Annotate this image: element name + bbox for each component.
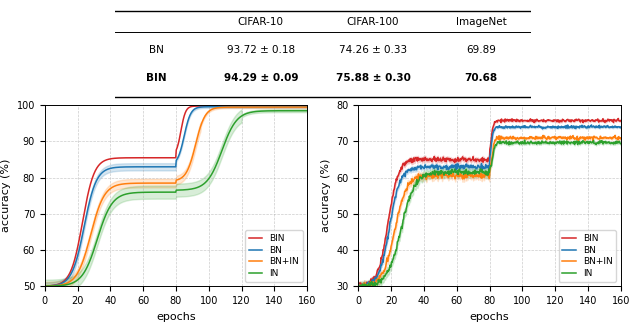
BN+IN (197, 123, 205, 127)
IN (361, 286, 369, 290)
BIN (197, 104, 205, 108)
Text: 69.89: 69.89 (467, 45, 496, 55)
BIN (614, 116, 622, 120)
BN+IN (480, 175, 488, 179)
BN (256, 105, 264, 109)
Legend: BIN, BN, BN+IN, IN: BIN, BN, BN+IN, IN (245, 230, 303, 282)
IN (511, 141, 519, 145)
X-axis label: epochs: epochs (470, 312, 509, 321)
BIN (41, 284, 49, 288)
BN (183, 123, 191, 127)
BN+IN (511, 136, 519, 140)
BN+IN (612, 136, 620, 140)
Text: 93.72 ± 0.18: 93.72 ± 0.18 (227, 45, 295, 55)
BN (358, 286, 365, 290)
IN (41, 284, 49, 288)
IN (303, 109, 311, 113)
BN (481, 166, 489, 170)
BIN (260, 104, 268, 108)
BIN (183, 108, 191, 112)
IN (256, 109, 264, 113)
IN (497, 141, 505, 145)
BIN (303, 104, 311, 108)
Text: 70.68: 70.68 (465, 73, 498, 84)
BN (303, 105, 311, 109)
Text: BN: BN (149, 45, 164, 55)
BIN (166, 156, 173, 160)
Text: CIFAR-100: CIFAR-100 (347, 17, 399, 27)
BIN (256, 104, 264, 108)
IN (197, 184, 205, 188)
BIN (497, 120, 505, 124)
BN+IN (611, 134, 619, 138)
X-axis label: epochs: epochs (156, 312, 196, 321)
BN+IN (167, 181, 175, 185)
Legend: BIN, BN, BN+IN, IN: BIN, BN, BN+IN, IN (559, 230, 616, 282)
BN+IN (617, 136, 625, 140)
Line: IN: IN (45, 111, 307, 286)
IN (612, 140, 620, 144)
BN (355, 284, 362, 288)
BIN (167, 156, 175, 160)
BN+IN (497, 135, 505, 139)
BN (480, 165, 488, 169)
BN+IN (166, 181, 173, 185)
IN (571, 142, 579, 146)
BN (41, 284, 49, 288)
IN (167, 190, 175, 194)
IN (355, 284, 362, 288)
BN+IN (481, 174, 489, 178)
Y-axis label: accuracy (%): accuracy (%) (321, 159, 331, 233)
BN+IN (355, 283, 362, 287)
BN (166, 165, 173, 169)
BIN (570, 119, 578, 123)
BN (612, 125, 620, 129)
BN+IN (183, 170, 191, 174)
Text: CIFAR-10: CIFAR-10 (238, 17, 284, 27)
IN (617, 142, 625, 146)
BN (197, 105, 205, 109)
Text: 94.29 ± 0.09: 94.29 ± 0.09 (223, 73, 298, 84)
BN (617, 125, 625, 129)
Line: IN: IN (358, 140, 621, 288)
BIN (481, 158, 489, 162)
Line: BN+IN: BN+IN (358, 136, 621, 289)
BIN (357, 285, 365, 289)
BN (298, 105, 305, 109)
IN (480, 170, 488, 174)
Line: BIN: BIN (45, 106, 307, 286)
BN+IN (256, 105, 264, 109)
IN (481, 171, 489, 175)
BN (588, 123, 595, 127)
BN+IN (297, 105, 305, 109)
BN+IN (303, 105, 311, 109)
IN (183, 188, 191, 191)
Text: ImageNet: ImageNet (456, 17, 507, 27)
BIN (480, 157, 488, 161)
BN (497, 125, 505, 129)
BN (570, 126, 578, 130)
Line: BN: BN (45, 107, 307, 286)
Line: BN+IN: BN+IN (45, 107, 307, 286)
BN (296, 105, 303, 109)
Text: BIN: BIN (147, 73, 167, 84)
BIN (355, 282, 362, 286)
Y-axis label: accuracy (%): accuracy (%) (1, 159, 11, 233)
BIN (298, 104, 305, 108)
Line: BN: BN (358, 125, 621, 288)
IN (166, 190, 173, 194)
BN+IN (41, 284, 49, 288)
BN+IN (358, 287, 366, 291)
IN (297, 109, 305, 113)
BN (167, 165, 175, 169)
Text: 75.88 ± 0.30: 75.88 ± 0.30 (336, 73, 410, 84)
BIN (617, 118, 625, 122)
Line: BIN: BIN (358, 118, 621, 287)
BIN (611, 118, 619, 122)
BN+IN (570, 136, 578, 140)
BIN (511, 119, 519, 123)
IN (521, 138, 529, 142)
Text: 74.26 ± 0.33: 74.26 ± 0.33 (339, 45, 407, 55)
BN (511, 125, 519, 129)
